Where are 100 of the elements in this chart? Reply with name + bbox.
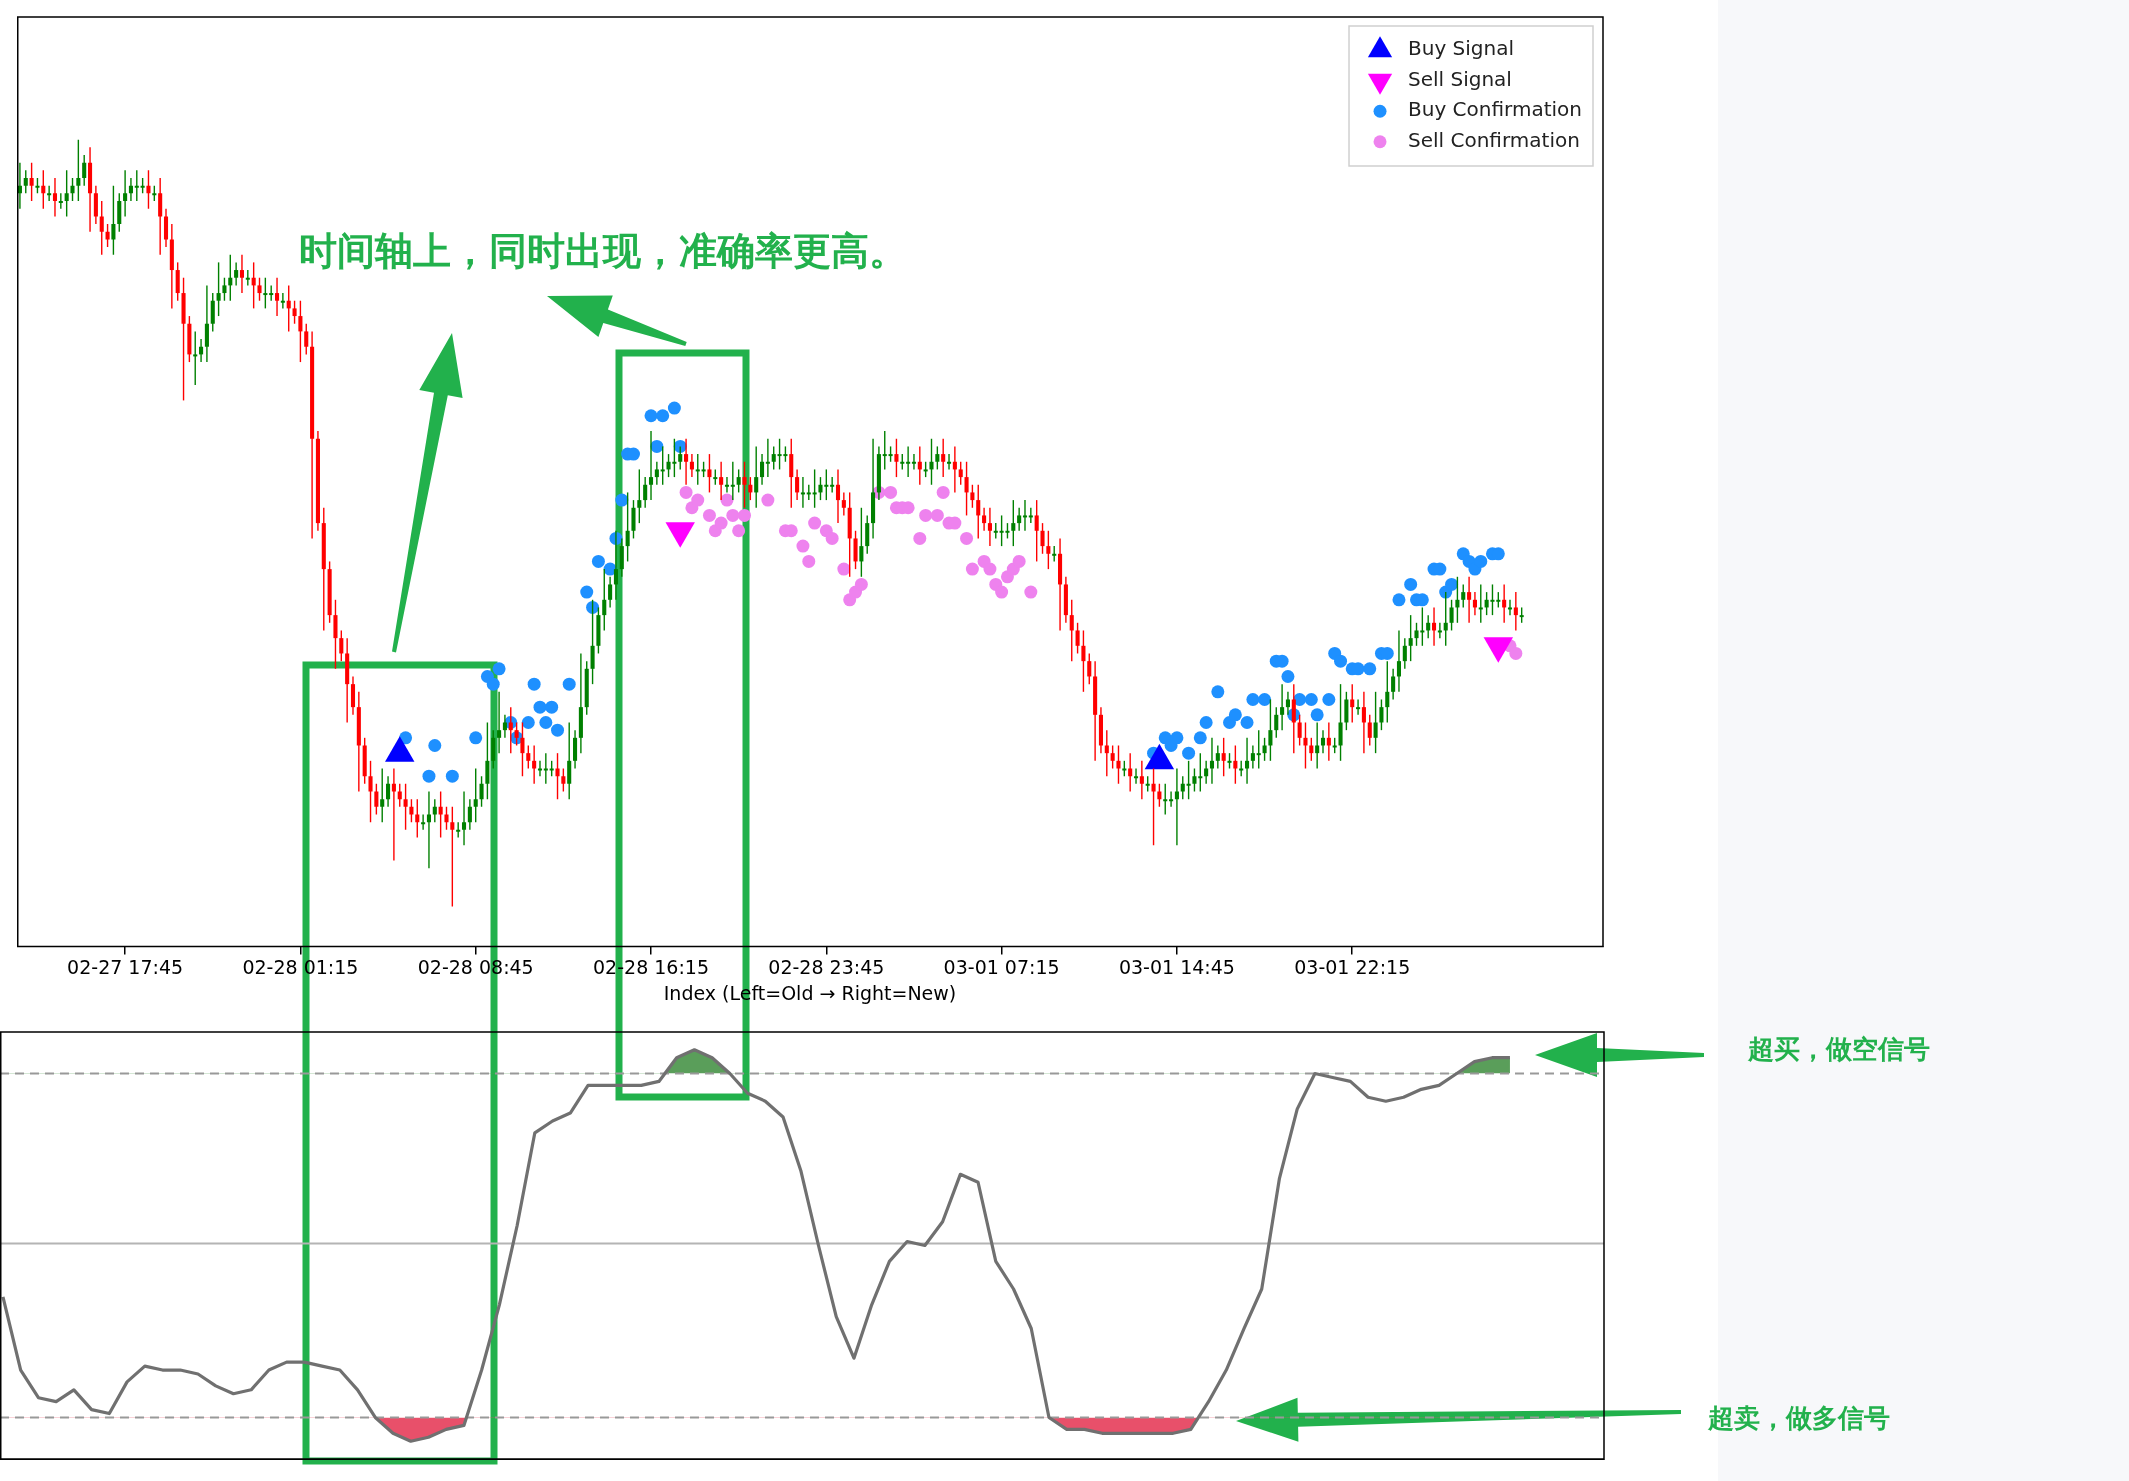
candlestick (123, 169, 128, 218)
candlestick (958, 461, 963, 486)
candlestick (1297, 714, 1302, 747)
candlestick (1326, 721, 1331, 762)
candlestick (561, 767, 566, 793)
point (738, 508, 752, 522)
candlestick (567, 721, 572, 800)
candlestick (163, 208, 169, 248)
candlestick (1502, 583, 1507, 624)
candlestick (1379, 698, 1384, 731)
candlestick (491, 729, 496, 770)
candlestick (602, 568, 607, 632)
candlestick (286, 284, 291, 333)
candlestick (1069, 599, 1074, 662)
candlestick (1426, 614, 1431, 639)
candlestick (1338, 683, 1343, 762)
candlestick (1402, 637, 1407, 670)
point (1509, 646, 1523, 660)
candlestick (508, 706, 513, 754)
candlestick (935, 445, 940, 471)
candlestick (1233, 744, 1238, 785)
candlestick (1367, 714, 1372, 747)
candlestick (1373, 691, 1378, 754)
candlestick (684, 438, 689, 486)
candlestick (765, 438, 770, 478)
candlestick (1391, 668, 1396, 701)
candlestick (695, 453, 700, 486)
candlestick (608, 576, 613, 609)
candlestick (532, 744, 537, 785)
candlestick (391, 767, 396, 862)
candlestick (444, 806, 449, 831)
point (808, 516, 822, 530)
point (714, 516, 728, 530)
candlestick (1133, 767, 1139, 785)
candlestick (1285, 691, 1290, 716)
candlestick (1291, 683, 1296, 754)
candlestick (1280, 683, 1285, 731)
candlestick (964, 461, 969, 517)
candlestick (245, 269, 250, 287)
candlestick (1303, 721, 1308, 770)
candlestick (99, 200, 104, 256)
candlestick (859, 507, 864, 578)
candlestick (1075, 622, 1080, 655)
candlestick (298, 300, 303, 363)
candlestick (1151, 767, 1156, 846)
candlestick (660, 445, 665, 486)
point (919, 508, 933, 522)
candlestick (724, 476, 730, 494)
candlestick (1320, 729, 1326, 754)
candlestick (1256, 729, 1261, 770)
point (720, 493, 734, 507)
candlestick (93, 185, 98, 225)
candlestick (800, 476, 805, 509)
candlestick (742, 461, 747, 509)
candlestick (590, 599, 595, 685)
candlestick (82, 154, 87, 187)
candlestick (29, 162, 34, 202)
candlestick (175, 261, 180, 302)
candlestick (789, 438, 794, 509)
candlestick (830, 476, 835, 494)
candlestick (1250, 744, 1255, 770)
candlestick (573, 729, 578, 770)
candlestick (625, 491, 630, 563)
candlestick (1169, 790, 1174, 808)
point (679, 485, 693, 499)
candlestick (1215, 744, 1220, 770)
candlestick (1163, 783, 1168, 816)
candlestick (415, 798, 420, 839)
candlestick (730, 461, 735, 501)
candlestick (497, 691, 502, 754)
candlestick (117, 192, 122, 233)
candlestick (835, 468, 841, 524)
candlestick (158, 177, 163, 256)
candlestick (251, 261, 256, 310)
candlestick (946, 453, 952, 471)
candlestick (274, 277, 280, 317)
candlestick (537, 760, 543, 777)
candlestick (643, 476, 648, 509)
candlestick (426, 790, 432, 869)
candlestick (339, 629, 344, 662)
candlestick (736, 468, 741, 494)
candlestick (1192, 767, 1197, 793)
candlestick (234, 261, 239, 287)
candlestick (526, 744, 531, 770)
candlestick (456, 821, 461, 839)
point (884, 485, 898, 499)
candlestick (520, 721, 525, 777)
candlestick (1128, 752, 1133, 793)
candlestick (397, 783, 402, 808)
candlestick (210, 292, 215, 333)
candlestick (1087, 652, 1092, 685)
candlestick (269, 284, 274, 302)
candlestick (1040, 522, 1045, 555)
candlestick (105, 223, 110, 248)
point (732, 524, 746, 538)
candlestick (1437, 622, 1442, 639)
candlestick (719, 461, 724, 501)
candlestick (1408, 614, 1413, 662)
candlestick (1245, 737, 1250, 785)
point (960, 531, 974, 545)
